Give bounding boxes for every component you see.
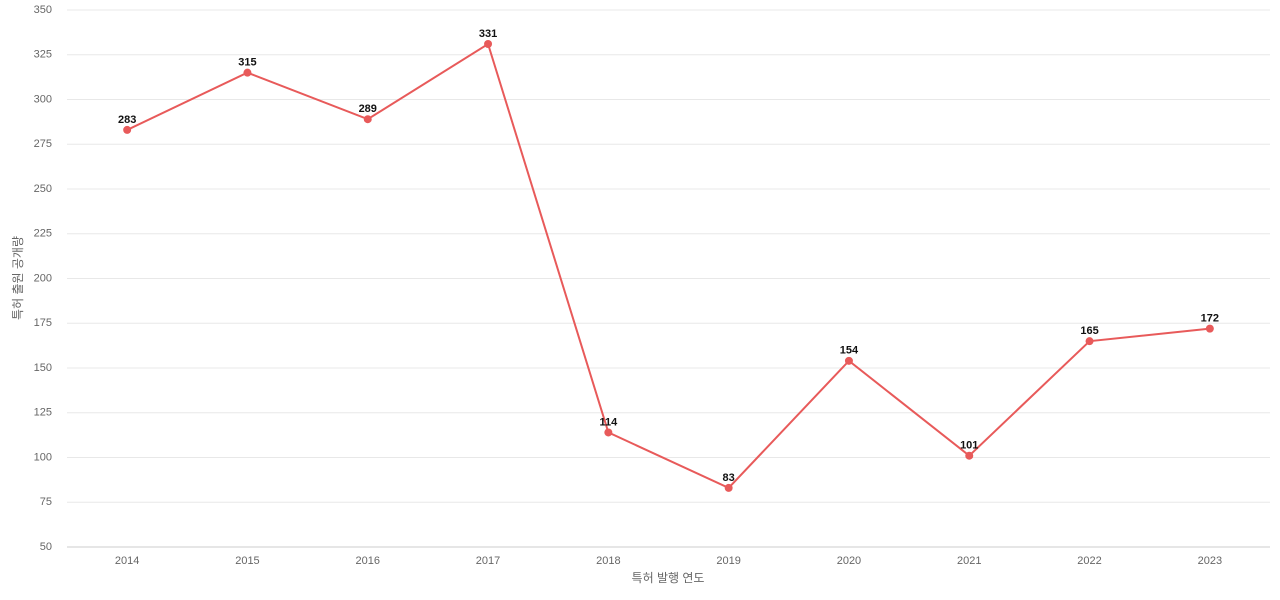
x-tick-label: 2015 bbox=[235, 555, 259, 567]
y-tick-label: 100 bbox=[34, 451, 52, 463]
data-label: 315 bbox=[238, 57, 256, 69]
x-tick-label: 2014 bbox=[115, 555, 139, 567]
data-label: 154 bbox=[840, 345, 859, 357]
data-point bbox=[724, 483, 733, 492]
x-tick-label: 2022 bbox=[1077, 555, 1101, 567]
data-point bbox=[484, 40, 493, 49]
y-tick-label: 275 bbox=[34, 138, 52, 150]
y-tick-label: 50 bbox=[40, 541, 52, 553]
x-tick-label: 2021 bbox=[957, 555, 981, 567]
x-tick-label: 2023 bbox=[1198, 555, 1222, 567]
data-label: 114 bbox=[599, 416, 618, 428]
data-point bbox=[363, 115, 372, 124]
data-label: 165 bbox=[1080, 325, 1098, 337]
series-line bbox=[126, 42, 1210, 490]
data-label: 331 bbox=[479, 28, 497, 40]
y-tick-label: 175 bbox=[34, 317, 52, 329]
x-tick-label: 2018 bbox=[596, 555, 620, 567]
y-tick-label: 350 bbox=[34, 4, 52, 16]
x-tick-label: 2020 bbox=[837, 555, 861, 567]
x-tick-label: 2019 bbox=[716, 555, 740, 567]
y-tick-label: 300 bbox=[34, 93, 52, 105]
y-tick-label: 150 bbox=[34, 362, 52, 374]
y-tick-label: 200 bbox=[34, 272, 52, 284]
data-point bbox=[243, 68, 252, 77]
x-tick-label: 2017 bbox=[476, 555, 500, 567]
data-point bbox=[1085, 337, 1094, 346]
x-tick-label: 2016 bbox=[356, 555, 380, 567]
y-tick-label: 325 bbox=[34, 49, 52, 61]
y-tick-label: 125 bbox=[34, 407, 52, 419]
y-axis-label: 특허 출원 공개량 bbox=[11, 236, 25, 320]
data-point bbox=[123, 125, 132, 134]
data-point bbox=[844, 356, 853, 365]
x-axis-label: 특허 발행 연도 bbox=[632, 570, 705, 585]
data-point bbox=[1205, 324, 1214, 333]
data-label: 283 bbox=[118, 114, 136, 126]
y-tick-label: 75 bbox=[40, 496, 52, 508]
data-point bbox=[604, 428, 613, 437]
y-tick-label: 225 bbox=[34, 228, 52, 240]
data-label: 289 bbox=[359, 103, 377, 115]
y-tick-label: 250 bbox=[34, 183, 52, 195]
data-label: 101 bbox=[960, 440, 978, 452]
data-label: 83 bbox=[723, 472, 735, 484]
data-label: 172 bbox=[1201, 313, 1219, 325]
data-point bbox=[965, 451, 974, 460]
